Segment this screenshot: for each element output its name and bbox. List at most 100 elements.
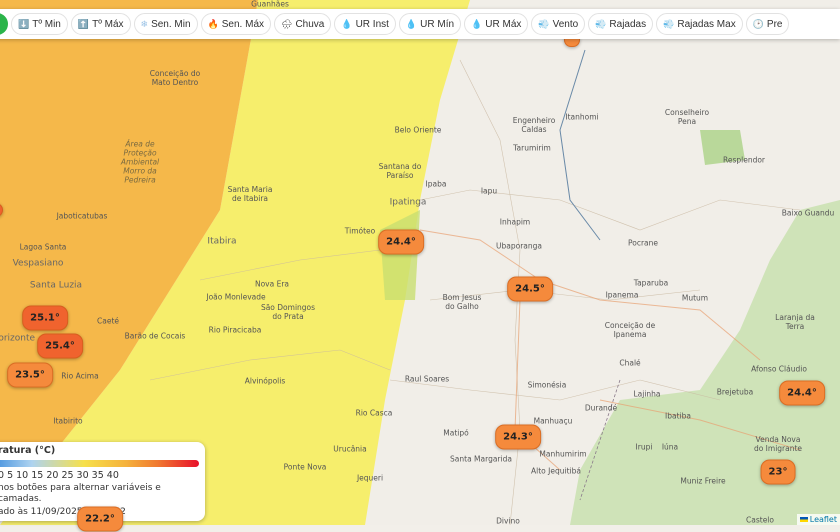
droplet-icon: 💧 bbox=[471, 18, 483, 29]
droplet-icon: 💧 bbox=[341, 18, 353, 29]
place-label: Santa Luzia bbox=[29, 280, 83, 291]
place-label: Castelo bbox=[746, 515, 774, 525]
temperature-marker[interactable]: 23.5° bbox=[7, 362, 53, 388]
place-label: Vespasiano bbox=[12, 258, 64, 269]
fire-icon: 🔥 bbox=[207, 18, 219, 29]
wind-icon: 💨 bbox=[663, 18, 675, 29]
yellow-alert-zone bbox=[0, 0, 470, 525]
temperature-marker[interactable]: 24.4° bbox=[378, 229, 424, 255]
place-label: Ipanema bbox=[605, 290, 639, 300]
place-label: Ponte Nova bbox=[283, 462, 327, 472]
place-label: Alvinópolis bbox=[244, 376, 286, 386]
place-label: Laranja da Terra bbox=[775, 313, 815, 331]
place-label: Conceição do Mato Dentro bbox=[149, 69, 201, 87]
sen-max-button[interactable]: 🔥 Sen. Máx bbox=[200, 13, 272, 35]
place-label: Mutum bbox=[681, 293, 709, 303]
place-label: Jaboticatubas bbox=[56, 211, 108, 221]
place-label: Conselheiro Pena bbox=[664, 108, 710, 126]
place-label: Jequeri bbox=[356, 473, 384, 483]
button-label: Rajadas bbox=[609, 18, 647, 30]
place-label: Matipó bbox=[443, 428, 469, 438]
place-label: Engenheiro Caldas bbox=[512, 116, 556, 134]
place-label: Belo Horizonte bbox=[0, 333, 36, 344]
button-label: Sen. Min bbox=[151, 18, 191, 30]
place-label: Itanhomi bbox=[565, 112, 599, 122]
place-label: Bom Jesus do Galho bbox=[442, 293, 482, 311]
temperature-marker[interactable]: 24.5° bbox=[507, 276, 553, 302]
place-label: Santa Margarida bbox=[450, 454, 512, 464]
place-label: Barão de Cocais bbox=[124, 331, 186, 341]
place-label: Chalé bbox=[619, 358, 641, 368]
ur-max-button[interactable]: 💧 UR Máx bbox=[464, 13, 529, 35]
temperature-marker[interactable]: 25.1° bbox=[22, 305, 68, 331]
place-label: Lajinha bbox=[633, 389, 661, 399]
tmin-button[interactable]: ⬇️ Tº Min bbox=[11, 13, 68, 35]
place-label: João Monlevade bbox=[206, 292, 266, 302]
temperature-marker[interactable]: 22.2° bbox=[77, 506, 123, 532]
snowflake-icon: ❄ bbox=[140, 18, 149, 29]
button-label: Pre bbox=[766, 18, 783, 30]
place-label: Santana do Paraíso bbox=[378, 162, 422, 180]
button-label: Rajadas Max bbox=[677, 18, 736, 30]
leaflet-attribution[interactable]: Leaflet bbox=[796, 514, 840, 525]
place-label: Guanhães bbox=[251, 0, 289, 9]
place-label: Afonso Cláudio bbox=[751, 364, 807, 374]
place-label: Simonésia bbox=[527, 380, 567, 390]
variable-toolbar: ⬇️ Tº Min ⬆️ Tº Máx ❄ Sen. Min 🔥 Sen. Máx 🌧 C… bbox=[0, 9, 840, 39]
legend-scale-labels: 0 5 10 15 20 25 30 35 40 bbox=[0, 470, 119, 481]
droplet-icon: 💧 bbox=[405, 18, 418, 29]
place-label: Rio Piracicaba bbox=[208, 325, 262, 335]
temperature-marker[interactable]: 23° bbox=[760, 459, 796, 485]
chuva-button[interactable]: 🌧 Chuva bbox=[274, 13, 332, 35]
place-label: Caeté bbox=[96, 316, 120, 326]
place-label: Tarumirim bbox=[513, 143, 551, 153]
place-label: Ibatiba bbox=[665, 411, 691, 421]
wind-icon: 💨 bbox=[595, 18, 607, 29]
place-label: Ipatinga bbox=[389, 197, 427, 208]
button-label: Sen. Máx bbox=[221, 18, 265, 30]
place-label: Conceição de Ipanema bbox=[604, 321, 656, 339]
place-label: Itabira bbox=[207, 236, 237, 247]
arrow-up-icon: ⬆️ bbox=[77, 18, 90, 29]
ur-inst-button[interactable]: 💧 UR Inst bbox=[334, 13, 396, 35]
vento-button[interactable]: 💨 Vento bbox=[531, 13, 586, 35]
button-label: Vento bbox=[552, 18, 579, 30]
place-label: Baixo Guandu bbox=[781, 208, 835, 218]
tmax-button[interactable]: ⬆️ Tº Máx bbox=[70, 13, 131, 35]
ukraine-flag-icon bbox=[799, 517, 808, 522]
place-label: Urucânia bbox=[333, 444, 367, 454]
button-label: Tº Máx bbox=[92, 18, 124, 30]
button-label: Tº Min bbox=[32, 18, 61, 30]
place-label: Rio Casca bbox=[355, 408, 393, 418]
place-label: Taparuba bbox=[633, 278, 669, 288]
place-label: Brejetuba bbox=[716, 387, 754, 397]
ur-min-button[interactable]: 💧 UR Mín bbox=[398, 13, 462, 35]
place-label: São Domingos do Prata bbox=[260, 303, 316, 321]
place-label: Ipaba bbox=[425, 179, 447, 189]
temperature-marker[interactable]: 25.4° bbox=[37, 333, 83, 359]
attribution-link[interactable]: Leaflet bbox=[809, 515, 837, 524]
temperature-marker[interactable]: 24.4° bbox=[779, 380, 825, 406]
rajadas-button[interactable]: 💨 Rajadas bbox=[588, 13, 654, 35]
place-label: Raul Soares bbox=[404, 374, 450, 384]
place-label: Itabirito bbox=[53, 416, 83, 426]
place-label: Timóteo bbox=[344, 226, 376, 236]
place-label: Divino bbox=[496, 516, 520, 526]
place-label: Durandé bbox=[584, 403, 618, 413]
place-label: Muniz Freire bbox=[680, 476, 726, 486]
temperature-marker[interactable]: 24.3° bbox=[495, 424, 541, 450]
button-label: UR Mín bbox=[420, 18, 455, 30]
rajadas-max-button[interactable]: 💨 Rajadas Max bbox=[656, 13, 743, 35]
sen-min-button[interactable]: ❄ Sen. Min bbox=[133, 13, 198, 35]
pressure-button[interactable]: 🕑 Pre bbox=[745, 13, 790, 35]
place-label: Inhapim bbox=[499, 217, 531, 227]
place-label: Pocrane bbox=[627, 238, 659, 248]
place-label: Manhumirim bbox=[539, 449, 587, 459]
legend-title: ratura (°C) bbox=[0, 445, 56, 456]
arrow-down-icon: ⬇️ bbox=[18, 18, 30, 29]
status-button[interactable] bbox=[0, 13, 8, 35]
rain-icon: 🌧 bbox=[281, 18, 293, 29]
legend-color-scale bbox=[0, 460, 199, 467]
place-label: Santa Maria de Itabira bbox=[227, 185, 273, 203]
